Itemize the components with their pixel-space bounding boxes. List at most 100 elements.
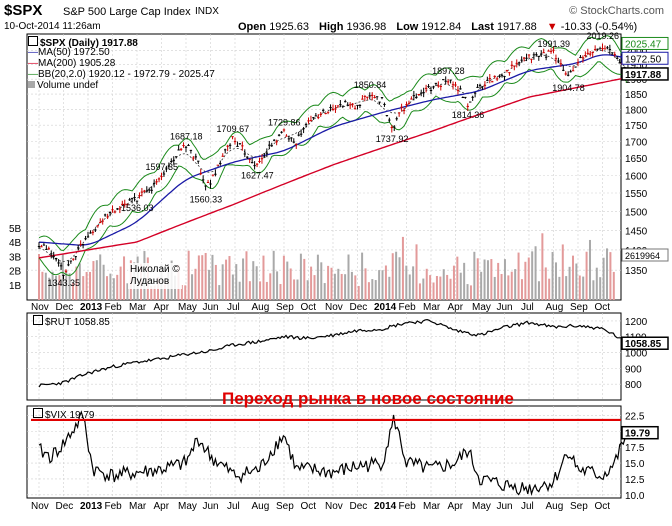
volume-bar — [510, 271, 513, 300]
volume-bar — [38, 253, 40, 300]
price-annotation-label: 1904.78 — [552, 83, 585, 93]
volume-bar — [316, 254, 319, 300]
volume-bar — [72, 282, 75, 300]
volume-bar — [238, 281, 241, 300]
y-tick-label: 1950 — [625, 61, 648, 72]
right-value-tag — [621, 36, 669, 50]
x-tick-label: Aug — [546, 501, 564, 512]
volume-bar — [313, 275, 316, 300]
open-label: Open — [238, 21, 267, 33]
x-tick-label: Feb — [399, 302, 417, 313]
x-tick-label: May — [178, 302, 197, 313]
right-value-tag-label: 1972.50 — [625, 54, 662, 65]
volume-value-tag — [621, 248, 669, 262]
volume-bar — [568, 266, 571, 300]
x-tick-label: May — [472, 501, 491, 512]
volume-bar — [340, 273, 343, 300]
bollinger-lower-line — [38, 61, 628, 276]
volume-bar — [469, 285, 472, 300]
volume-bar — [456, 256, 459, 300]
volume-bar — [44, 272, 47, 300]
x-tick-label: Jul — [227, 501, 240, 512]
x-tick-label: Nov — [31, 302, 49, 313]
volume-bar — [82, 276, 85, 300]
x-tick-label: May — [472, 302, 491, 313]
volume-bar — [163, 284, 166, 300]
low-label: Low — [396, 21, 419, 33]
legend-volume: Volume undef — [28, 80, 98, 91]
right-value-tag-label: 1917.88 — [625, 70, 662, 81]
volume-bar — [354, 275, 357, 300]
volume-value-tag-label: 2619964 — [625, 251, 660, 261]
volume-bar — [439, 276, 442, 300]
volume-bar — [612, 271, 615, 300]
ma50-swatch-icon: — — [28, 47, 38, 58]
volume-bar — [605, 248, 608, 300]
volume-bar — [446, 274, 449, 300]
volume-bar — [221, 264, 224, 300]
volume-bar — [269, 273, 272, 300]
legend-rut: $RUT 1058.85 — [33, 315, 110, 328]
volume-bar — [595, 267, 598, 300]
legend-ma50-text: MA(50) 1972.50 — [38, 47, 110, 58]
volume-bar — [119, 266, 122, 300]
y-tick-label: 1850 — [625, 90, 648, 101]
x-tick-label: 2014 — [374, 302, 397, 313]
price-annotation-label: 1709.67 — [217, 124, 250, 134]
volume-bar — [449, 278, 452, 300]
author-credit-line1: Николай © — [130, 264, 180, 275]
volume-bar — [109, 273, 112, 300]
x-tick-label: Nov — [31, 501, 49, 512]
vix-last-tag-label: 19.79 — [625, 429, 650, 440]
x-tick-label: May — [178, 501, 197, 512]
volume-bar — [330, 267, 333, 300]
x-tick-label: Sep — [570, 302, 588, 313]
price-annotation-label: 1814.36 — [452, 110, 485, 120]
volume-bar — [408, 274, 411, 300]
price-annotation-label: 2019.26 — [587, 31, 620, 41]
volume-bar — [422, 278, 425, 300]
volume-bar — [602, 257, 605, 300]
x-tick-label: Aug — [252, 501, 270, 512]
volume-bar — [527, 257, 530, 300]
ma200-line — [38, 77, 628, 259]
volume-bar — [585, 251, 588, 300]
volume-bar — [214, 264, 217, 300]
volume-bar — [323, 283, 326, 300]
rut-line — [38, 318, 628, 388]
volume-bar — [204, 252, 207, 300]
low-value: 1912.84 — [421, 21, 462, 33]
volume-bar — [201, 255, 204, 300]
volume-bar — [58, 275, 61, 300]
volume-bar — [286, 261, 289, 300]
volume-bar — [225, 259, 228, 300]
volume-bar — [187, 250, 190, 300]
right-value-tag — [621, 67, 669, 81]
x-tick-label: Apr — [448, 302, 464, 313]
volume-bar — [459, 272, 462, 300]
y-tick-label: 15.0 — [625, 459, 645, 470]
volume-bar — [544, 267, 547, 300]
volume-bar — [548, 278, 551, 300]
y-tick-label: 1600 — [625, 171, 648, 182]
x-tick-label: Dec — [56, 302, 74, 313]
volume-bar — [561, 244, 564, 300]
volume-bar — [262, 255, 265, 300]
volume-bar — [480, 271, 483, 300]
y-tick-label: 800 — [625, 380, 642, 391]
volume-bar — [412, 266, 415, 300]
x-tick-label: Oct — [301, 302, 317, 313]
volume-bar — [41, 271, 44, 300]
volume-bar — [218, 285, 221, 300]
price-annotation-label: 1850.84 — [354, 80, 387, 90]
price-annotation-label: 1687.18 — [170, 132, 203, 142]
volume-bar — [497, 262, 500, 300]
volume-bar — [524, 261, 527, 300]
volume-bar — [299, 253, 302, 300]
volume-bar — [425, 268, 428, 300]
volume-bar — [554, 262, 557, 300]
volume-bar — [333, 273, 336, 300]
x-tick-label: Sep — [570, 501, 588, 512]
volume-bar — [276, 271, 279, 300]
volume-bar — [123, 256, 126, 300]
